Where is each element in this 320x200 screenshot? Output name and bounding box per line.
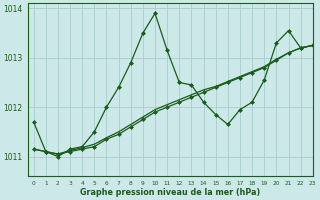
- X-axis label: Graphe pression niveau de la mer (hPa): Graphe pression niveau de la mer (hPa): [80, 188, 260, 197]
